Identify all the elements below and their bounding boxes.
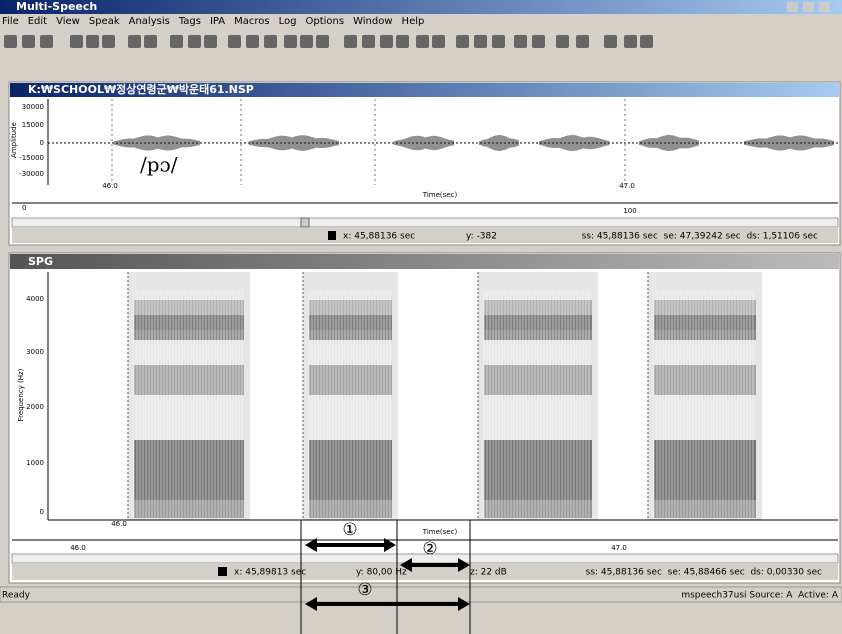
status-selection: ss: 45,88136 sec se: 45,88466 sec ds: 0,… [586,568,822,578]
y-tick: 4000 [26,295,44,303]
toolbar-button[interactable] [22,35,35,48]
y-tick: 30000 [22,103,44,111]
toolbar-button[interactable] [624,35,637,48]
toolbar-button[interactable] [4,35,17,48]
toolbar-button[interactable] [316,35,329,48]
marker-label: ① [342,520,357,540]
ruler-label: 47.0 [611,544,627,552]
status-y: y: 80,00 Hz [356,568,407,578]
y-tick: 0 [40,139,44,147]
toolbar-button[interactable] [432,35,445,48]
spectrogram-title-bar [10,254,839,269]
x-label: Time(sec) [422,528,458,536]
toolbar-button[interactable] [556,35,569,48]
annotation: /pɔ/ [140,153,178,177]
menu-item[interactable]: Window [353,15,392,29]
app-title: Multi-Speech [16,0,97,13]
scroll-thumb[interactable] [301,218,309,227]
window-button[interactable] [787,2,798,12]
toolbar-button[interactable] [86,35,99,48]
menu-item[interactable]: File [2,15,19,29]
x-tick: 46.0 [102,182,118,190]
y-label: Frequency (Hz) [17,368,25,421]
menu-item[interactable]: IPA [210,15,225,29]
menu-item[interactable]: Help [402,15,425,29]
y-label: Amplitude [10,122,18,158]
y-tick: 3000 [26,348,44,356]
toolbar-button[interactable] [128,35,141,48]
status-selection: ss: 45,88136 sec se: 47,39242 sec ds: 1,… [582,232,818,242]
toolbar-button[interactable] [344,35,357,48]
toolbar-button[interactable] [532,35,545,48]
toolbar-button[interactable] [204,35,217,48]
toolbar-button[interactable] [284,35,297,48]
x-tick: 46.0 [111,520,127,528]
y-tick: -30000 [19,170,44,178]
toolbar-button[interactable] [264,35,277,48]
window-button[interactable] [819,2,830,12]
toolbar-button[interactable] [246,35,259,48]
toolbar-button[interactable] [40,35,53,48]
x-tick: 47.0 [619,182,635,190]
menu-item[interactable]: Analysis [129,15,170,29]
marker-label: ② [422,539,437,559]
spectrogram-title: SPG [28,255,53,268]
status-icon [328,231,336,240]
status-y: y: -382 [466,232,497,242]
menu-item[interactable]: Tags [179,15,201,29]
status-z: z: 22 dB [470,568,507,578]
status-x: x: 45,88136 sec [343,232,415,242]
status-ready: Ready [2,591,31,601]
toolbar-button[interactable] [102,35,115,48]
app-window: Multi-Speech K:₩SCHOOL₩정상연령군₩박운태61.NSP 3… [0,0,842,634]
toolbar-button[interactable] [362,35,375,48]
toolbar-button[interactable] [70,35,83,48]
y-tick: 2000 [26,403,44,411]
toolbar-button[interactable] [170,35,183,48]
toolbar-button[interactable] [640,35,653,48]
y-tick: 1000 [26,459,44,467]
ruler-label: 46.0 [70,544,86,552]
menu-bar: File Edit View Speak Analysis Tags IPA Macros Lo… [0,15,424,29]
toolbar-button[interactable] [492,35,505,48]
toolbar-button[interactable] [604,35,617,48]
marker-label: ③ [357,580,372,600]
toolbar-button[interactable] [474,35,487,48]
y-tick: -15000 [19,154,44,162]
menu-item[interactable]: Macros [234,15,269,29]
toolbar-button[interactable] [396,35,409,48]
toolbar-button[interactable] [144,35,157,48]
waveform-title: K:₩SCHOOL₩정상연령군₩박운태61.NSP [28,82,254,96]
window-button[interactable] [803,2,814,12]
toolbar-button[interactable] [380,35,393,48]
y-tick: 0 [40,508,44,516]
toolbar-button[interactable] [228,35,241,48]
ruler-label: 0 [22,204,26,212]
title-bar [0,0,842,14]
toolbar-button[interactable] [416,35,429,48]
screen: Multi-Speech K:₩SCHOOL₩정상연령군₩박운태61.NSP 3… [0,0,842,634]
toolbar-button[interactable] [456,35,469,48]
menu-item[interactable]: Log [279,15,297,29]
x-label: Time(sec) [422,191,458,199]
toolbar-button[interactable] [300,35,313,48]
menu-item[interactable]: Options [306,15,345,29]
toolbar-button[interactable] [514,35,527,48]
menu-item[interactable]: Speak [89,15,120,29]
status-icon [218,567,227,576]
toolbar-button[interactable] [576,35,589,48]
scrollbar[interactable] [12,218,838,227]
toolbar-button[interactable] [188,35,201,48]
y-tick: 15000 [22,121,44,129]
status-x: x: 45,89813 sec [234,568,306,578]
ruler-label: 100 [623,207,636,215]
menu-item[interactable]: View [56,15,80,29]
menu-item[interactable]: Edit [28,15,47,29]
status-source: mspeech37usi Source: A Active: A [681,591,839,601]
